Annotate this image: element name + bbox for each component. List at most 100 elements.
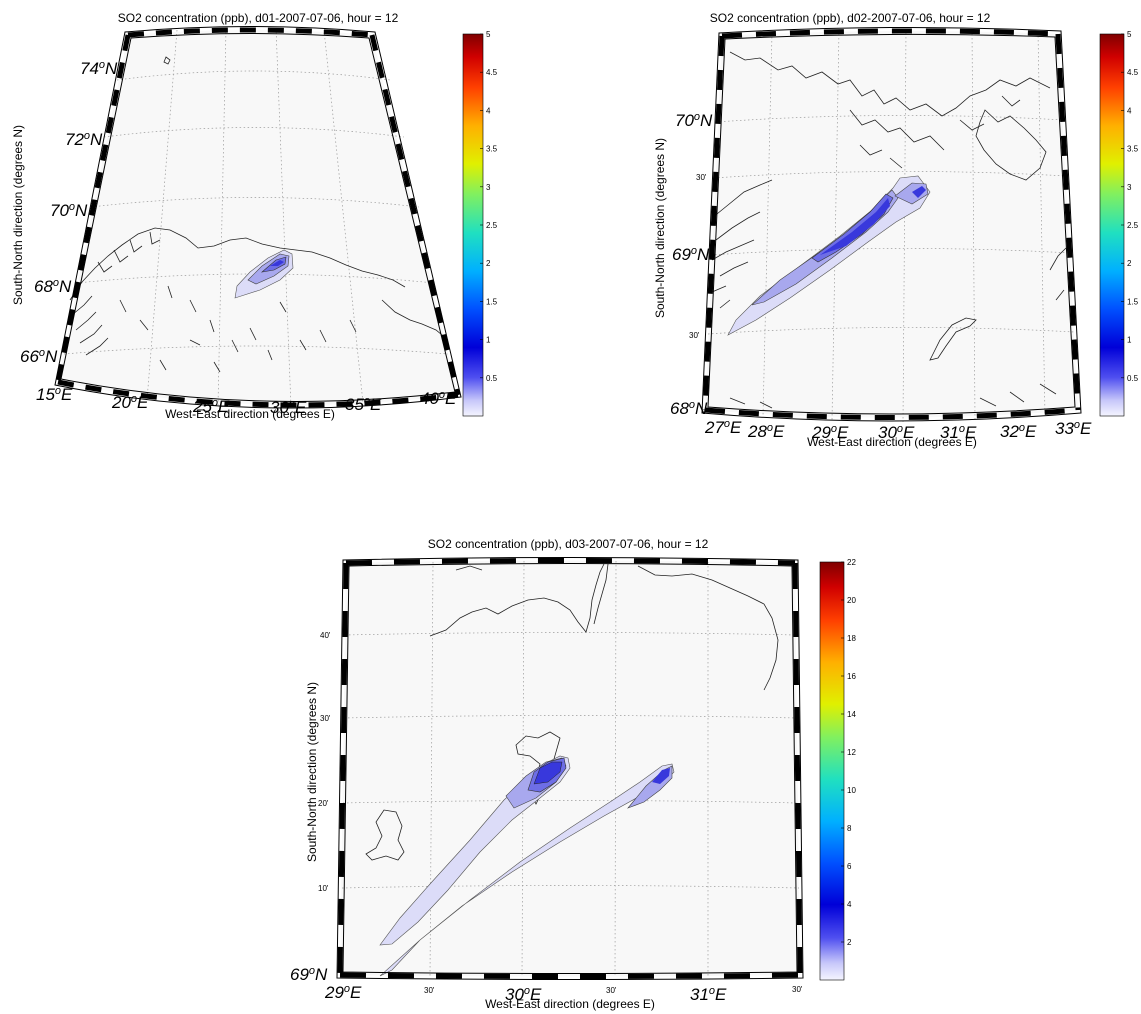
lon-label: 35oE <box>345 395 382 414</box>
colorbar-tick-label: 2 <box>486 259 491 268</box>
svg-text:30oE: 30oE <box>270 398 307 417</box>
panel-d01-plume <box>234 249 294 299</box>
panel-d01: SO2 concentration (ppb), d01-2007-07-06,… <box>11 11 498 421</box>
colorbar-tick-label: 0.5 <box>1127 374 1139 383</box>
colorbar-tick-label: 2 <box>1127 259 1132 268</box>
colorbar-tick-label: 3.5 <box>486 145 498 154</box>
panel-d02-coastline <box>711 51 1067 409</box>
lon-label: 33oE <box>1055 419 1092 438</box>
svg-text:69oN: 69oN <box>672 245 710 264</box>
lon-label: 15oE <box>36 385 73 404</box>
panel-d03-coastline <box>365 563 779 861</box>
lon-minute-label: 30' <box>424 986 435 995</box>
svg-text:72oN: 72oN <box>65 130 103 149</box>
panel-d03-title: SO2 concentration (ppb), d03-2007-07-06,… <box>428 537 709 551</box>
panel-d01-map-background <box>58 30 458 405</box>
panel-d03-frame <box>336 557 804 980</box>
lat-minute-label: 30' <box>689 331 700 340</box>
colorbar-tick-label: 10 <box>847 786 856 795</box>
svg-text:68oN: 68oN <box>670 399 708 418</box>
colorbar-tick-label: 14 <box>847 710 856 719</box>
lon-label: 29oE <box>324 983 362 1002</box>
panel-d03-xlabel: West-East direction (degrees E) <box>485 997 655 1011</box>
svg-text:74oN: 74oN <box>80 59 118 78</box>
panel-d03-lon-labels: 29oE 30' 30oE 30' 31oE 30' <box>324 983 803 1004</box>
colorbar-tick-label: 18 <box>847 634 856 643</box>
svg-text:66oN: 66oN <box>20 347 58 366</box>
colorbar-tick-label: 1.5 <box>486 297 498 306</box>
svg-text:29oE: 29oE <box>811 423 849 442</box>
colorbar-tick-label: 3 <box>1127 183 1132 192</box>
colorbar-tick-label: 22 <box>847 558 856 567</box>
colorbar-tick-label: 20 <box>847 596 856 605</box>
colorbar-tick-label: 4 <box>486 106 491 115</box>
panel-d03-colorbar: 22 20 18 16 14 12 10 8 6 4 2 <box>819 558 856 981</box>
lon-label: 28oE <box>747 422 785 441</box>
svg-text:31oE: 31oE <box>940 423 977 442</box>
colorbar-tick-label: 4 <box>1127 106 1132 115</box>
panel-d01-xlabel: West-East direction (degrees E) <box>165 407 335 421</box>
lon-label: 29oE <box>811 423 849 442</box>
colorbar-tick-label: 3 <box>486 183 491 192</box>
colorbar-tick-label: 8 <box>847 824 852 833</box>
panel-d01-frame <box>54 26 462 409</box>
lon-minute-label: 30' <box>606 986 617 995</box>
lat-label: 70oN <box>50 201 88 220</box>
lon-label: 30oE <box>270 398 307 417</box>
svg-text:30oE: 30oE <box>505 985 542 1004</box>
colorbar-tick-label: 4.5 <box>1127 68 1139 77</box>
lat-label: 68oN <box>670 399 708 418</box>
panel-d02-lon-labels: 27oE 28oE 29oE 30oE 31oE 32oE 33oE <box>704 418 1092 442</box>
svg-text:40oE: 40oE <box>420 389 457 408</box>
lat-label: 68oN <box>34 277 72 296</box>
lon-minute-label: 30' <box>792 985 803 994</box>
colorbar-tick-label: 1 <box>1127 336 1132 345</box>
panel-d01-lon-labels: 15oE 20oE 25oE 30oE 35oE 40oE <box>36 385 457 417</box>
lat-minute-label: 30' <box>696 173 707 182</box>
panel-d01-coastline <box>69 56 449 373</box>
colorbar-tick-label: 1.5 <box>1127 297 1139 306</box>
svg-text:70oN: 70oN <box>50 201 88 220</box>
svg-text:30oE: 30oE <box>878 423 915 442</box>
panel-d02-frame <box>701 26 1082 422</box>
lat-minute-label: 40' <box>320 631 331 640</box>
colorbar-tick-label: 16 <box>847 672 856 681</box>
panel-d03-ylabel: South-North direction (degrees N) <box>305 682 319 862</box>
panel-d03-plume <box>379 755 675 977</box>
lat-minute-label: 10' <box>318 884 329 893</box>
svg-text:20oE: 20oE <box>111 393 149 412</box>
colorbar-tick-label: 2.5 <box>486 221 498 230</box>
svg-text:35oE: 35oE <box>345 395 382 414</box>
panel-d02-grid <box>707 28 1075 423</box>
svg-text:32oE: 32oE <box>1000 422 1037 441</box>
colorbar-tick-label: 0.5 <box>486 374 498 383</box>
colorbar-tick-label: 4 <box>847 900 852 909</box>
lon-label: 27oE <box>704 418 742 437</box>
lat-minute-label: 20' <box>318 799 329 808</box>
panel-d03: SO2 concentration (ppb), d03-2007-07-06,… <box>290 537 856 1011</box>
lon-label: 40oE <box>420 389 457 408</box>
colorbar-tick-label: 1 <box>486 336 491 345</box>
colorbar-tick-label: 3.5 <box>1127 145 1139 154</box>
svg-text:29oE: 29oE <box>324 983 362 1002</box>
panel-d02: SO2 concentration (ppb), d02-2007-07-06,… <box>653 11 1139 449</box>
panel-d01-lat-labels: 74oN 72oN 70oN 68oN 66oN <box>20 59 118 366</box>
panel-d01-ylabel: South-North direction (degrees N) <box>11 125 25 305</box>
panel-d01-colorbar: 5 4.5 4 3.5 3 2.5 2 1.5 1 0.5 <box>462 30 498 417</box>
panel-d02-title: SO2 concentration (ppb), d02-2007-07-06,… <box>710 11 991 25</box>
svg-text:70oN: 70oN <box>675 111 713 130</box>
panel-d02-plume <box>727 175 931 336</box>
panel-d02-ylabel: South-North direction (degrees N) <box>653 138 667 318</box>
colorbar-tick-label: 2.5 <box>1127 221 1139 230</box>
svg-text:28oE: 28oE <box>747 422 785 441</box>
colorbar-tick-label: 2 <box>847 938 852 947</box>
colorbar-tick-label: 4.5 <box>486 68 498 77</box>
svg-text:68oN: 68oN <box>34 277 72 296</box>
lon-label: 30oE <box>505 985 542 1004</box>
svg-text:15oE: 15oE <box>36 385 73 404</box>
svg-text:69oN: 69oN <box>290 965 328 984</box>
lat-label: 66oN <box>20 347 58 366</box>
lon-label: 31oE <box>940 423 977 442</box>
svg-text:25oE: 25oE <box>192 397 230 416</box>
panel-d03-lat-labels: 40' 30' 20' 10' 69oN <box>290 631 331 984</box>
